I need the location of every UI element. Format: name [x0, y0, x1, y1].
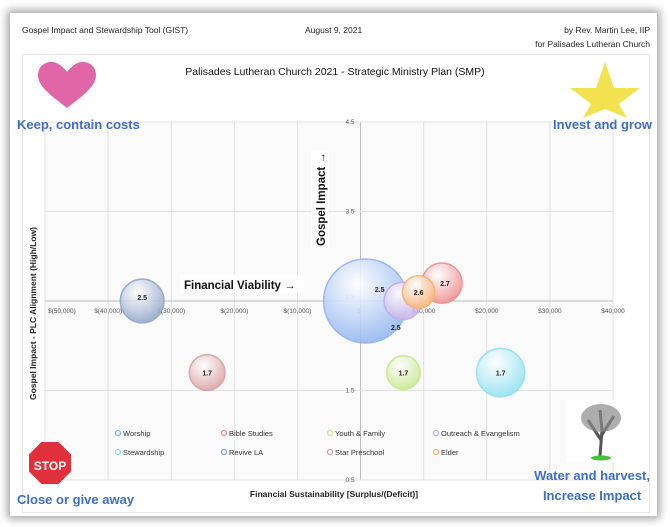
x-tick-label: $(20,000): [220, 308, 248, 315]
bubble-revive-la: [119, 278, 165, 324]
legend-item: Worship: [123, 429, 150, 438]
y-tick-label: 1.5: [346, 388, 355, 395]
quadrant-label-bottom-left: Close or give away: [17, 492, 135, 507]
tree-icon: [566, 400, 636, 462]
x-annotation: Financial Viability →: [184, 280, 296, 292]
x-annotation-bg: [180, 275, 304, 293]
legend-marker: [326, 429, 334, 437]
quadrant-label-bottom-right: Water and harvest, Increase Impact: [534, 466, 650, 506]
x-tick-label: $(30,000): [157, 308, 185, 315]
x-tick-label: $(10,000): [284, 308, 312, 315]
quadrant-label-line1: Water and harvest,: [534, 468, 650, 483]
heart-icon: [38, 61, 96, 108]
legend-marker: [220, 448, 228, 456]
legend-marker: [432, 429, 440, 437]
y-tick-label: 0.5: [346, 477, 355, 484]
legend-item: Outreach & Evangelism: [441, 429, 520, 438]
data-label: 2.7: [440, 281, 450, 288]
x-tick-label: $(50,000): [48, 308, 76, 315]
author: by Rev. Martin Lee, IIP: [564, 25, 650, 35]
legend-marker: [114, 429, 122, 437]
bubble-youth-family: [385, 355, 422, 391]
stop-sign-text: STOP: [34, 459, 66, 473]
data-label: 1.7: [399, 371, 409, 378]
chart-title: Palisades Lutheran Church 2021 - Strateg…: [185, 66, 485, 78]
y-annotation: Gospel Impact →: [316, 152, 328, 246]
y-tick-label: 3.5: [346, 209, 355, 216]
y-axis-label: Gospel Impact - PLC Alignment (High/Low): [28, 227, 38, 400]
x-tick-label: $20,000: [475, 308, 499, 315]
data-label: 2.6: [414, 290, 424, 297]
bubble-elder: [401, 275, 436, 310]
legend-marker: [432, 448, 440, 456]
x-axis-label: Financial Sustainability [Surplus/(Defic…: [250, 489, 418, 499]
legend-marker: [114, 448, 122, 456]
legend-marker: [220, 429, 228, 437]
quadrant-label-top-right: Invest and grow: [553, 117, 652, 132]
stop-sign-icon: STOP: [27, 440, 73, 486]
x-tick-label: $10,000: [412, 308, 436, 315]
x-tick-label: $(40,000): [94, 308, 122, 315]
legend-item: Bible Studies: [229, 429, 273, 438]
legend-marker: [326, 448, 334, 456]
data-label: 1.7: [496, 371, 506, 378]
x-tick-label: $30,000: [538, 308, 562, 315]
legend-item: Elder: [441, 448, 459, 457]
bubble-stewardship: [475, 347, 526, 398]
quadrant-label-line2: Increase Impact: [542, 488, 642, 503]
for-line: for Palisades Lutheran Church: [535, 39, 650, 49]
data-label: 1.7: [202, 371, 212, 378]
quadrant-label-top-left: Keep, contain costs: [17, 117, 140, 132]
data-label: 2.5: [375, 287, 385, 294]
x-tick-label: $40,000: [601, 308, 625, 315]
legend-item: Star Preschool: [335, 448, 385, 457]
data-label: 2.5: [391, 325, 401, 332]
tool-name: Gospel Impact and Stewardship Tool (GIST…: [22, 25, 189, 35]
bubble-star-preschool: [188, 354, 226, 392]
y-annotation-bg: [311, 150, 329, 246]
legend-item: Youth & Family: [335, 429, 385, 438]
data-label: 2.5: [137, 295, 147, 302]
report-date: August 9, 2021: [305, 25, 363, 35]
y-tick-label: 4.5: [346, 119, 355, 126]
legend-item: Stewardship: [123, 448, 164, 457]
star-icon: [570, 62, 640, 118]
legend-item: Revive LA: [229, 448, 263, 457]
